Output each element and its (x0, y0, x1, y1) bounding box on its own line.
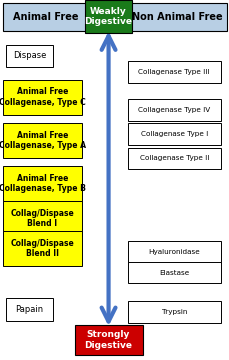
Text: Collagenase Type I: Collagenase Type I (140, 131, 207, 137)
FancyBboxPatch shape (3, 201, 81, 236)
Text: Elastase: Elastase (158, 270, 188, 275)
Text: Animal Free: Animal Free (13, 12, 78, 22)
FancyBboxPatch shape (127, 123, 220, 145)
Text: Papain: Papain (15, 305, 43, 314)
Text: Collagenase Type II: Collagenase Type II (139, 156, 208, 161)
Text: Weakly
Digestive: Weakly Digestive (84, 7, 132, 26)
Text: Hyaluronidase: Hyaluronidase (148, 249, 199, 255)
Text: Animal Free
Collagenase, Type C: Animal Free Collagenase, Type C (0, 87, 86, 107)
Text: Collagenase Type III: Collagenase Type III (138, 69, 209, 75)
FancyBboxPatch shape (128, 3, 226, 31)
FancyBboxPatch shape (127, 61, 220, 83)
Text: Animal Free
Collagenase, Type B: Animal Free Collagenase, Type B (0, 174, 86, 193)
FancyBboxPatch shape (3, 80, 81, 115)
FancyBboxPatch shape (3, 166, 81, 201)
FancyBboxPatch shape (6, 45, 53, 67)
FancyBboxPatch shape (85, 0, 132, 33)
FancyBboxPatch shape (127, 262, 220, 283)
Text: Dispase: Dispase (13, 51, 46, 60)
FancyBboxPatch shape (3, 123, 81, 158)
Text: Trypsin: Trypsin (161, 309, 186, 315)
Text: Non Animal Free: Non Animal Free (132, 12, 222, 22)
FancyBboxPatch shape (3, 3, 88, 31)
Text: Collag/Dispase
Blend II: Collag/Dispase Blend II (11, 239, 74, 258)
FancyBboxPatch shape (74, 325, 142, 355)
FancyBboxPatch shape (3, 231, 81, 266)
FancyBboxPatch shape (127, 99, 220, 121)
Text: Animal Free
Collagenase, Type A: Animal Free Collagenase, Type A (0, 131, 86, 150)
Text: Strongly
Digestive: Strongly Digestive (84, 330, 132, 350)
Text: Collag/Dispase
Blend I: Collag/Dispase Blend I (11, 209, 74, 228)
FancyBboxPatch shape (127, 241, 220, 263)
Text: Collagenase Type IV: Collagenase Type IV (137, 107, 210, 113)
FancyBboxPatch shape (127, 301, 220, 323)
FancyBboxPatch shape (127, 148, 220, 169)
FancyBboxPatch shape (6, 298, 53, 321)
